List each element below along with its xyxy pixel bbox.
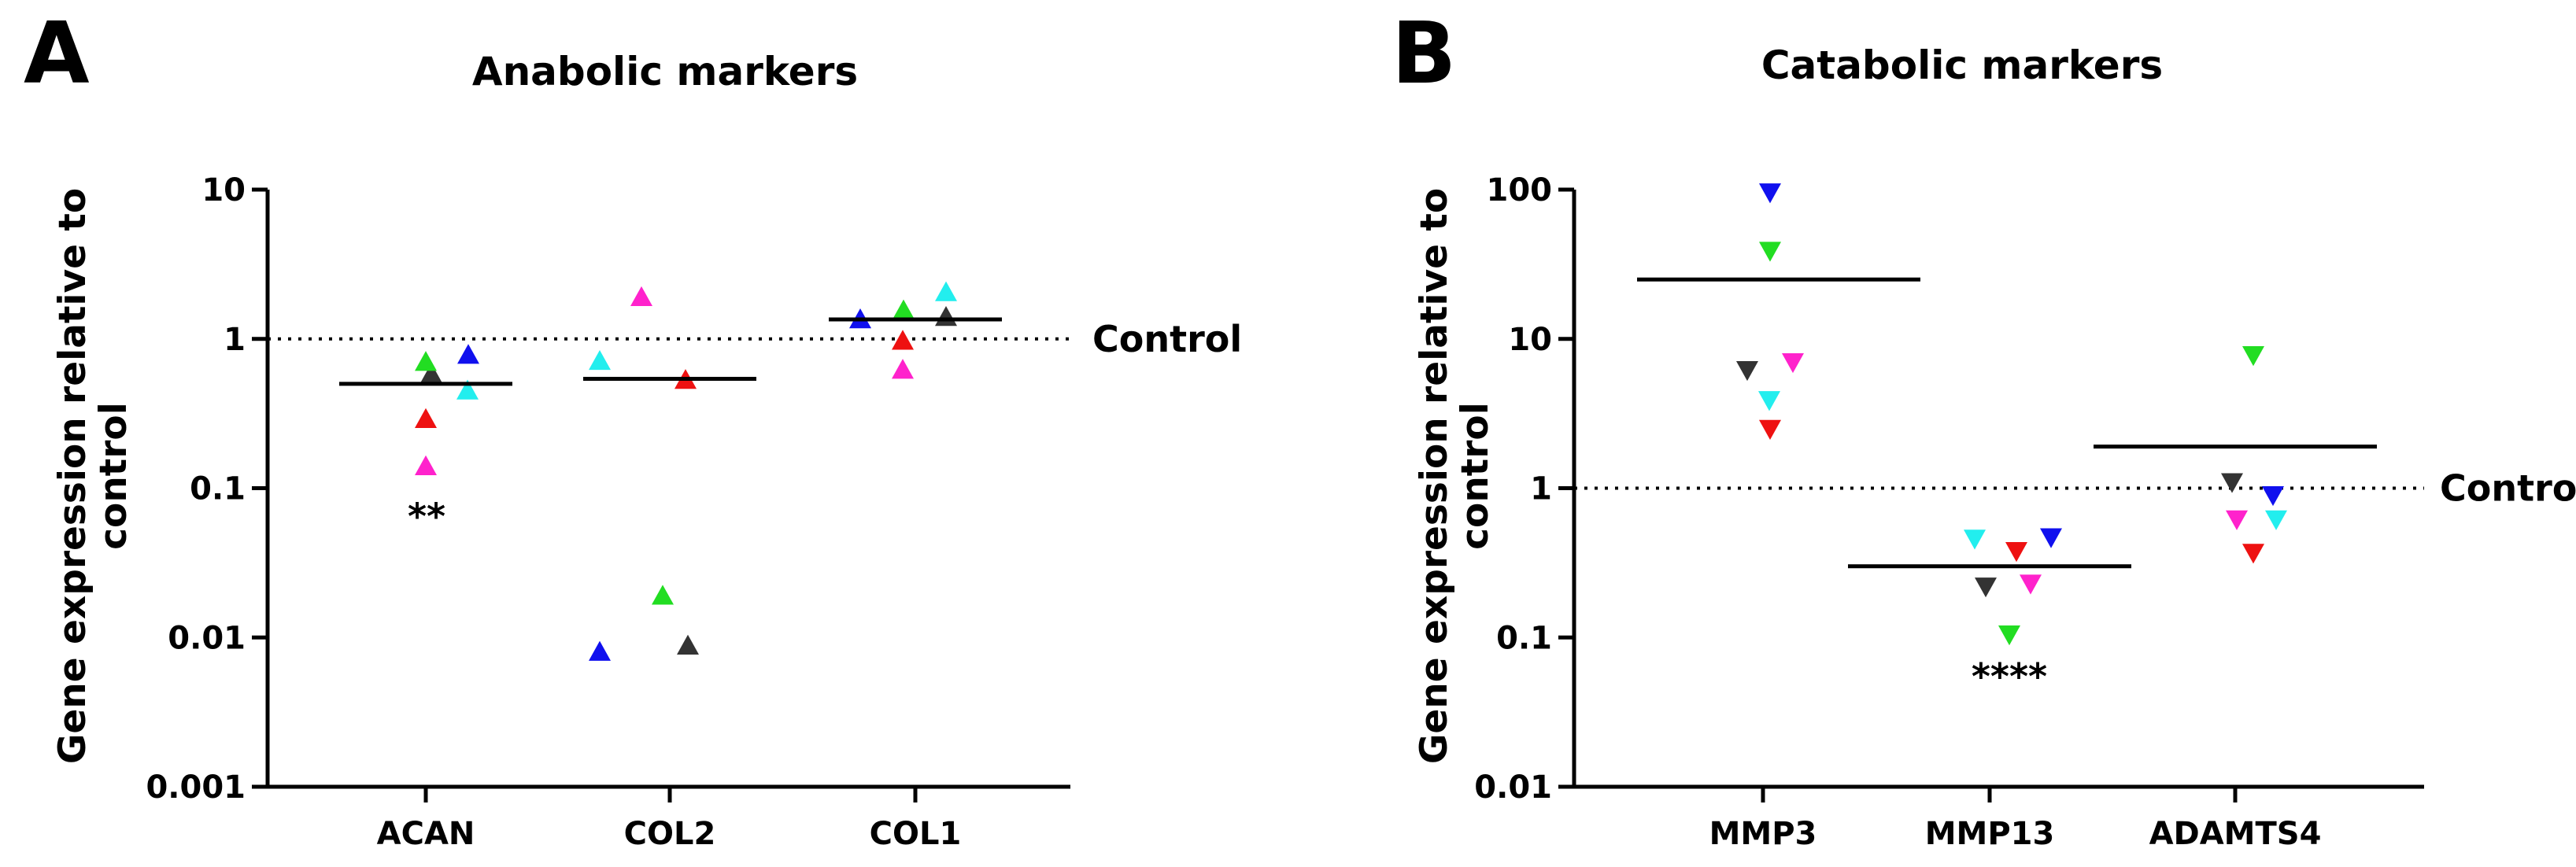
y-tick-label: 1	[1530, 471, 1552, 507]
data-point	[1759, 419, 1781, 440]
data-point	[2242, 544, 2264, 564]
chart-title: Catabolic markers	[1761, 42, 2163, 88]
y-axis-label-line: Gene expression relative to	[51, 188, 94, 764]
y-axis-label-line: Gene expression relative to	[1413, 188, 1456, 764]
data-point	[1998, 625, 2020, 646]
data-point	[892, 330, 914, 350]
chart-title: Anabolic markers	[472, 49, 858, 94]
data-point	[893, 299, 915, 319]
y-tick-label: 0.001	[146, 769, 246, 806]
x-tick-label: COL1	[870, 816, 962, 852]
data-point	[1736, 360, 1758, 382]
data-point	[2020, 574, 2042, 595]
panel-letter: B	[1391, 5, 1456, 103]
data-point	[589, 349, 611, 371]
y-axis-label-line: control	[92, 402, 135, 550]
data-point	[2221, 473, 2243, 493]
x-tick-label: ADAMTS4	[2149, 816, 2322, 852]
y-axis-label-line: control	[1454, 402, 1497, 550]
data-point	[589, 640, 611, 661]
x-tick-label: MMP3	[1709, 816, 1817, 852]
chart-panel-a: A Anabolic markers Gene expression relativ…	[24, 5, 1242, 852]
significance-annotation: **	[408, 496, 445, 538]
data-point	[420, 363, 442, 383]
y-tick-label: 0.01	[168, 620, 246, 656]
y-tick-label: 0.1	[190, 471, 246, 507]
data-point	[415, 408, 437, 428]
y-tick-label: 0.01	[1474, 769, 1552, 806]
control-label: Control	[2440, 467, 2576, 510]
data-point	[415, 351, 437, 371]
y-axis-label: Gene expression relative tocontrol	[1413, 188, 1497, 764]
data-point	[1782, 352, 1804, 374]
data-point	[2262, 485, 2284, 507]
panel-letter: A	[24, 5, 90, 103]
x-tick-label: MMP13	[1925, 816, 2055, 852]
data-point	[630, 286, 652, 307]
y-tick-label: 1	[224, 322, 246, 358]
data-point	[2226, 510, 2248, 530]
y-tick-label: 0.1	[1496, 620, 1552, 656]
data-point	[1758, 391, 1780, 411]
data-point	[652, 585, 674, 605]
significance-annotation: ****	[1972, 655, 2047, 698]
data-point	[1964, 529, 1986, 550]
data-point	[457, 344, 479, 364]
y-tick-label: 100	[1487, 172, 1553, 208]
data-point	[935, 281, 957, 301]
data-point	[456, 379, 479, 400]
data-point	[2242, 346, 2264, 367]
y-axis-label: Gene expression relative tocontrol	[51, 188, 135, 764]
x-tick-label: COL2	[624, 816, 716, 852]
data-point	[1759, 183, 1781, 204]
y-tick-label: 10	[201, 172, 246, 208]
y-tick-label: 10	[1508, 322, 1552, 358]
chart-panel-b: B Catabolic markers Gene expression relati…	[1391, 5, 2576, 852]
data-point	[935, 306, 957, 327]
x-tick-label: ACAN	[377, 816, 475, 852]
data-point	[2005, 542, 2027, 563]
data-point	[2040, 528, 2062, 548]
control-label: Control	[1092, 318, 1242, 360]
data-point	[415, 455, 437, 475]
data-point	[1975, 577, 1997, 598]
data-point	[892, 359, 914, 379]
data-point	[677, 634, 699, 655]
data-point	[1759, 242, 1781, 262]
data-point	[2265, 510, 2287, 530]
